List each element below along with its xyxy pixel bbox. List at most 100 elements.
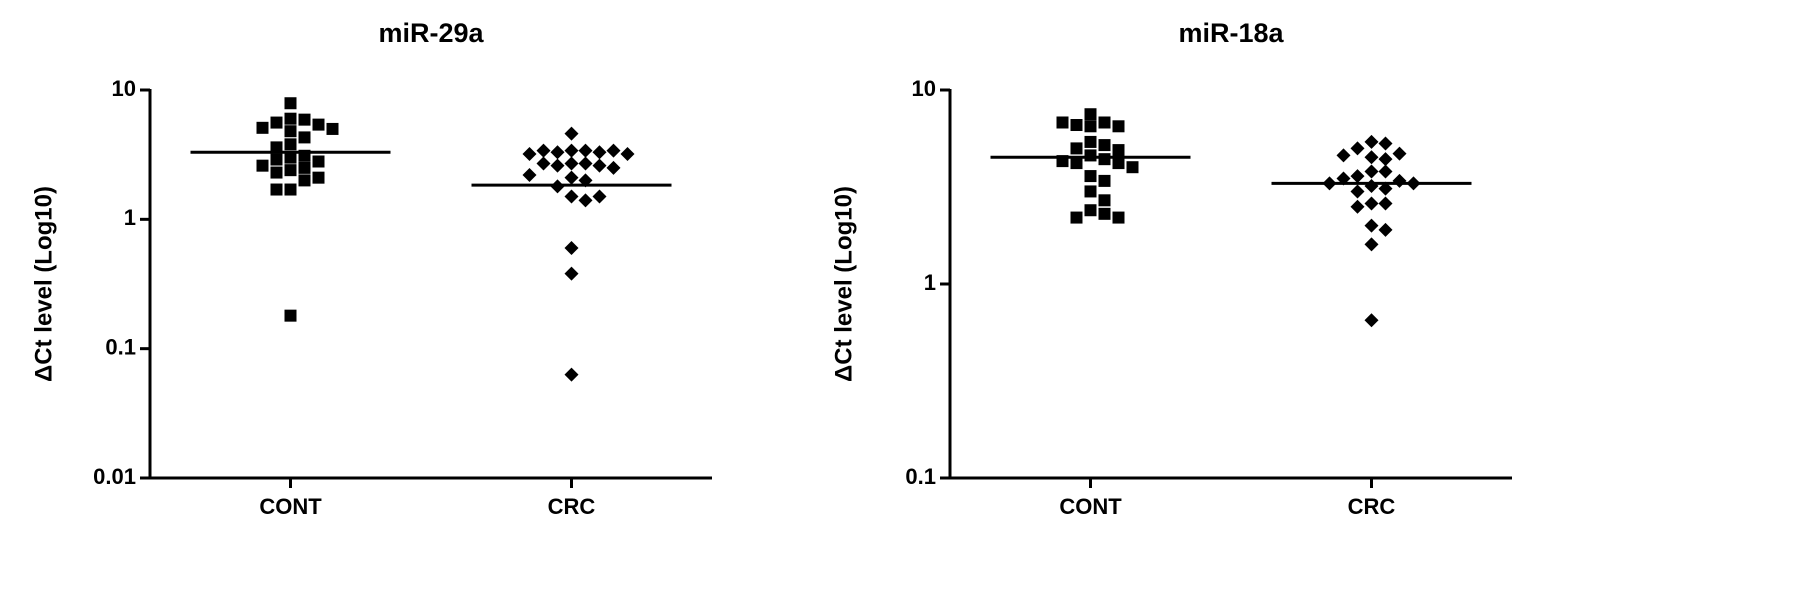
data-point [1098,194,1111,207]
chart-title: miR-29a [378,18,484,48]
data-point [578,193,593,208]
data-point [564,241,579,256]
data-point [284,125,297,138]
data-point [522,168,537,183]
data-point [256,121,269,134]
data-point [298,113,311,126]
data-point [270,153,283,166]
data-point [1084,149,1097,162]
data-point [298,131,311,144]
data-point [1084,204,1097,217]
y-tick-label: 1 [124,205,136,230]
x-tick-label: CONT [1059,494,1122,519]
data-point [550,145,565,160]
y-tick-label: 0.1 [105,334,136,359]
data-point [312,171,325,184]
data-point [536,156,551,171]
data-point [256,159,269,172]
y-axis-label: ΔCt level (Log10) [830,186,857,382]
data-point [564,143,579,158]
data-point [1070,211,1083,224]
data-point [564,170,579,185]
data-point [1112,144,1125,157]
data-point [1378,196,1393,211]
data-point [1364,196,1379,211]
data-point [284,112,297,125]
data-point [564,156,579,171]
x-tick-label: CRC [548,494,596,519]
data-point [564,189,579,204]
data-point [1084,108,1097,121]
data-point [1350,169,1365,184]
data-point [1098,116,1111,129]
data-point [1364,218,1379,233]
y-tick-label: 0.01 [93,464,136,489]
y-tick-label: 10 [912,76,936,101]
data-point [1364,179,1379,194]
data-point [1378,181,1393,196]
data-point [522,147,537,162]
data-point [1112,120,1125,133]
data-point [1350,199,1365,214]
data-point [326,122,339,135]
data-point [536,143,551,158]
data-point [1112,157,1125,170]
data-point [564,126,579,141]
y-tick-label: 1 [924,270,936,295]
data-point [284,138,297,151]
data-point [1392,146,1407,161]
data-point [270,116,283,129]
data-point [284,164,297,177]
data-point [1070,142,1083,155]
data-point [1364,150,1379,165]
data-point [298,161,311,174]
data-point [592,145,607,160]
y-axis-label: ΔCt level (Log10) [30,186,57,382]
data-point [1070,119,1083,132]
data-point [1392,173,1407,188]
data-point [620,147,635,162]
data-point [270,141,283,154]
data-point [550,158,565,173]
data-point [1070,157,1083,170]
data-point [1126,161,1139,174]
data-point [1378,152,1393,167]
data-point [578,156,593,171]
data-point [298,174,311,187]
data-point [1364,134,1379,149]
data-point [592,158,607,173]
data-point [1098,174,1111,187]
data-point [606,160,621,175]
data-point [312,155,325,168]
y-tick-label: 10 [112,76,136,101]
data-point [578,143,593,158]
data-point [270,166,283,179]
data-point [1378,164,1393,179]
data-point [1378,222,1393,237]
data-point [1364,237,1379,252]
data-point [1098,207,1111,220]
data-point [1364,164,1379,179]
data-point [1084,120,1097,133]
data-point [1056,116,1069,129]
data-point [284,183,297,196]
data-point [1336,148,1351,163]
data-point [284,309,297,322]
data-point [1084,185,1097,198]
data-point [1084,135,1097,148]
data-point [1098,153,1111,166]
chart-title: miR-18a [1178,18,1284,48]
y-tick-label: 0.1 [905,464,936,489]
data-point [1084,170,1097,183]
x-tick-label: CONT [259,494,322,519]
data-point [1350,141,1365,156]
data-point [312,118,325,131]
data-point [1350,184,1365,199]
data-point [564,367,579,382]
x-tick-label: CRC [1348,494,1396,519]
data-point [1112,211,1125,224]
data-point [1098,139,1111,152]
data-point [284,151,297,164]
